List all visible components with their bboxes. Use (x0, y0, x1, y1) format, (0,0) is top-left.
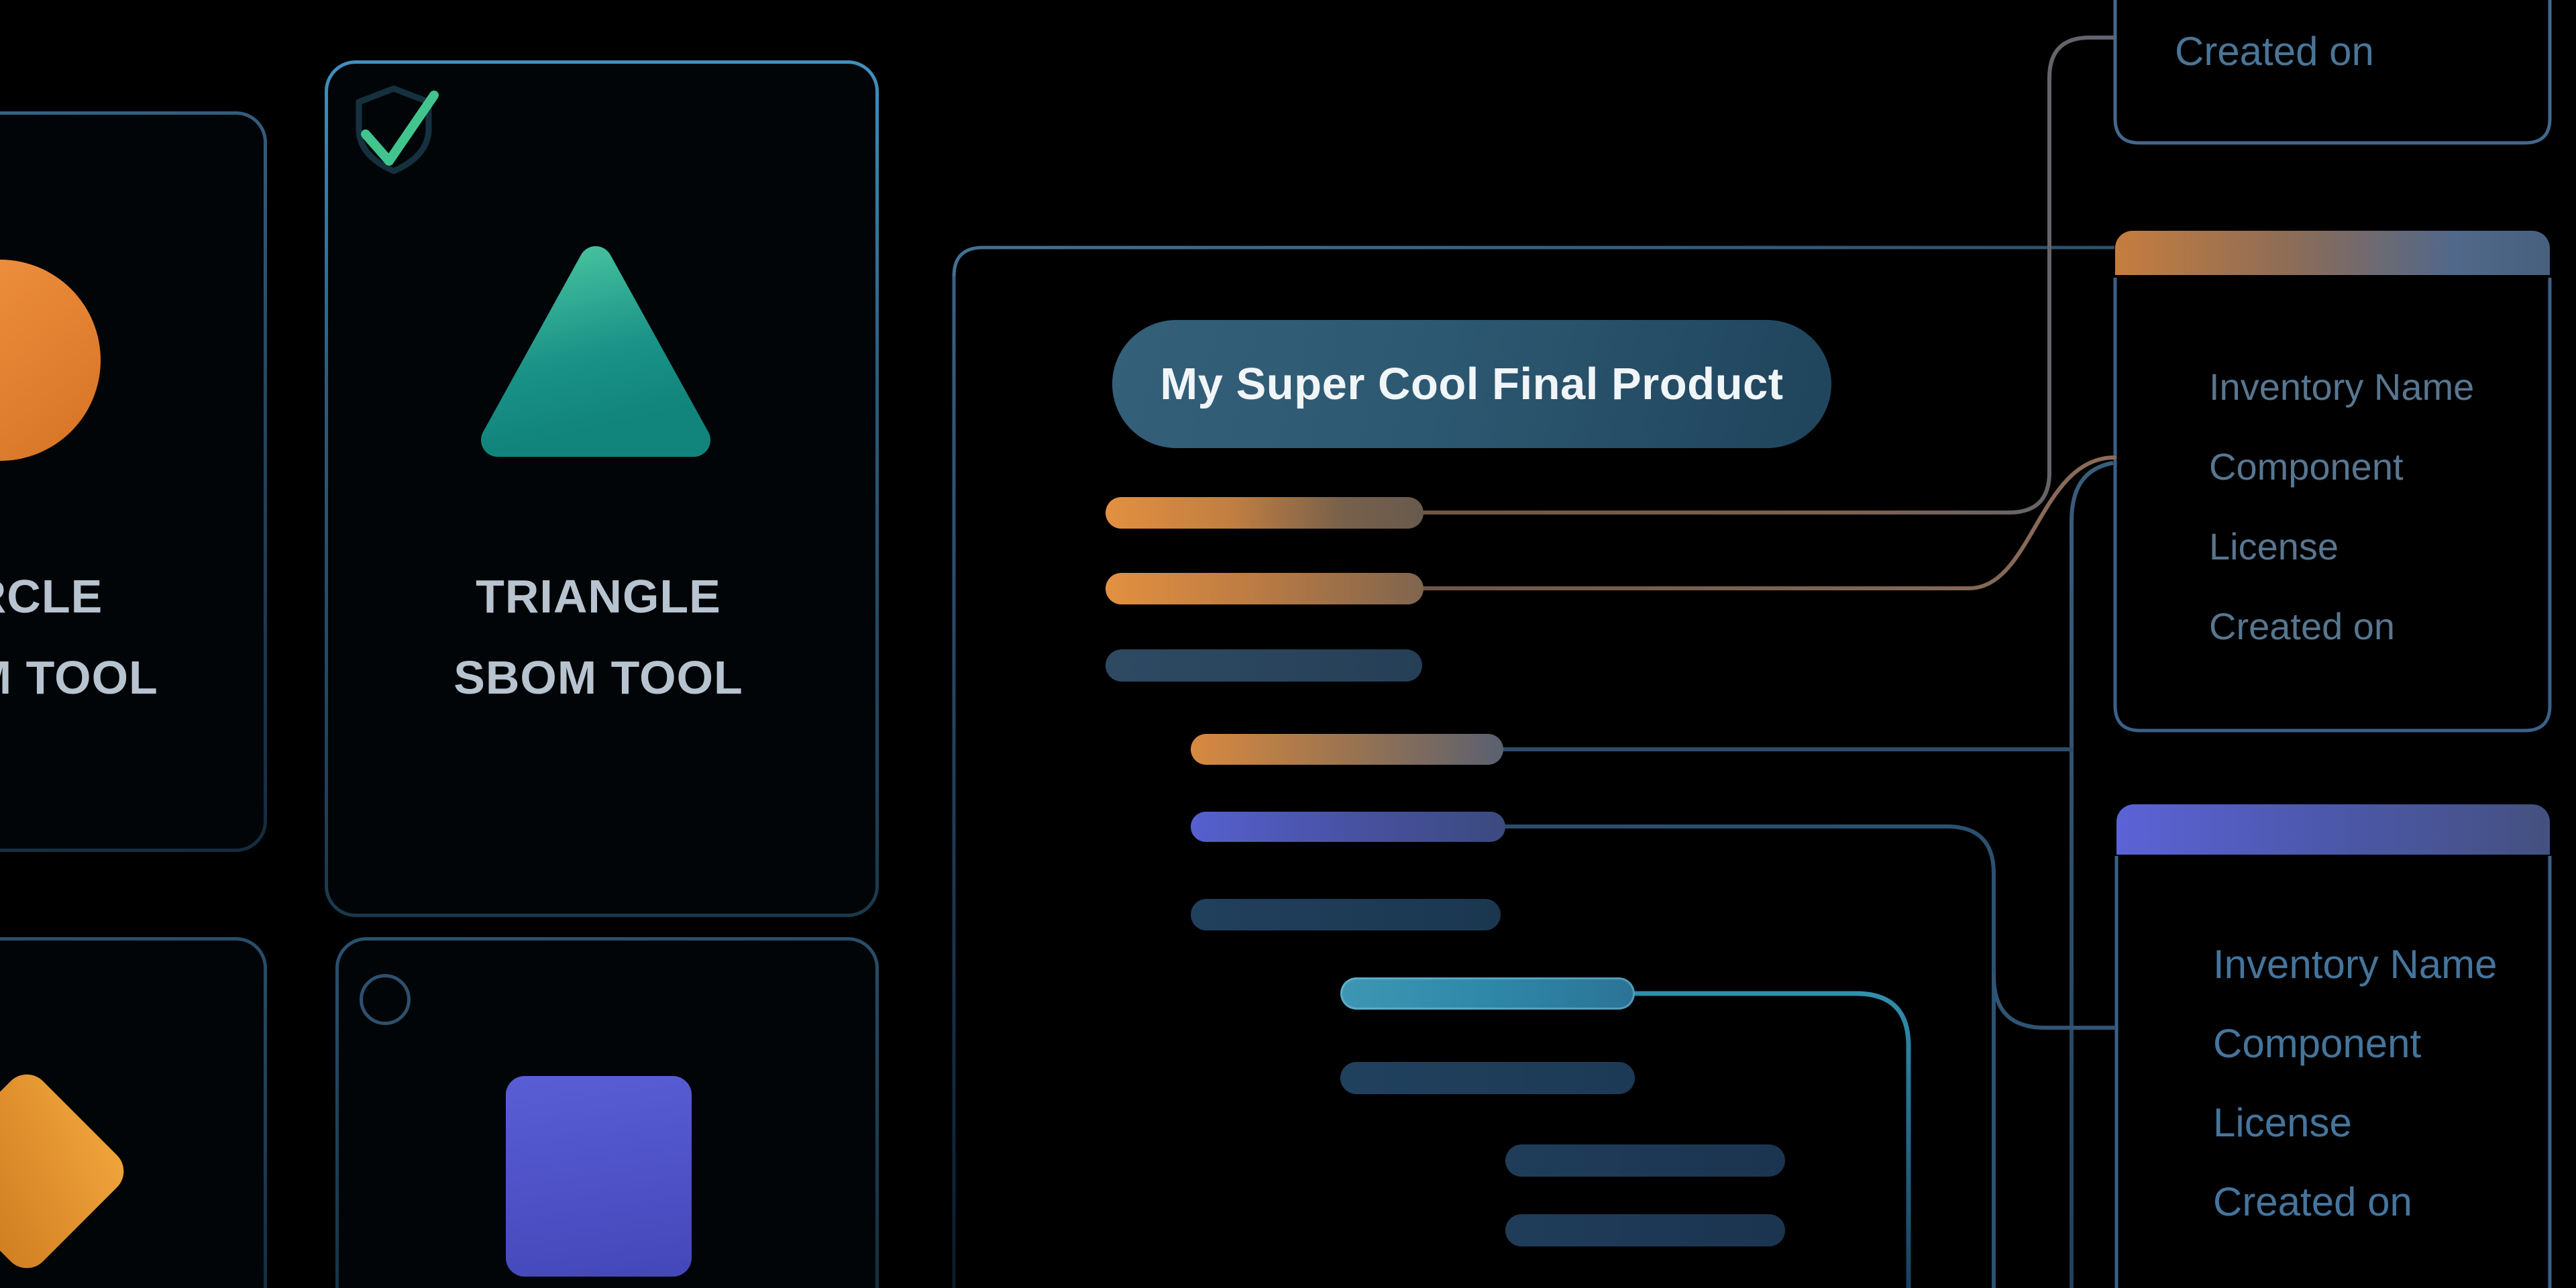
dependency-bar-9 (1505, 1144, 1785, 1177)
tool-card-triangle[interactable] (325, 60, 879, 917)
inventory-field-label: Inventory Name (2213, 942, 2498, 987)
inventory-field-label: License (2209, 525, 2339, 568)
dependency-bar-7 (1340, 977, 1635, 1010)
tool-card-triangle-body (328, 64, 875, 914)
dependency-bar-10 (1505, 1214, 1785, 1246)
inventory-field-label: Component (2213, 1021, 2422, 1066)
tool-card-circle-title: CIRCLE (0, 570, 103, 623)
tool-card-circle[interactable] (0, 111, 267, 852)
inventory-field-label: Component (2209, 445, 2404, 488)
inventory-card-middle-border (2113, 278, 2552, 733)
dependency-bar-2 (1106, 573, 1424, 604)
inventory-card-middle-header (2115, 231, 2550, 275)
wire-bar1-to-top-card (1419, 36, 2116, 515)
inventory-card-middle-fields: Inventory Name Component License Created on (2209, 347, 2474, 666)
inventory-field-label: Inventory Name (2209, 366, 2475, 408)
dependency-bar-6 (1191, 899, 1501, 930)
inventory-field-label: License (2213, 1100, 2352, 1145)
inventory-field-label: Created on (2213, 1179, 2412, 1224)
triangle-shape-icon (481, 246, 710, 457)
wire-bar7-rail (1630, 991, 1911, 1288)
square-shape-icon (506, 1076, 692, 1277)
inventory-card-bottom-header (2116, 804, 2550, 855)
product-pill-label: My Super Cool Final Product (1160, 359, 1784, 409)
dependency-bar-4 (1191, 734, 1503, 765)
wire-bar2-to-middle-card (1419, 455, 2116, 590)
dependency-bar-1 (1106, 497, 1424, 529)
wire-trunk-rail (2070, 461, 2114, 1288)
dependency-bar-8 (1340, 1062, 1635, 1094)
inventory-field-label: Created on (2175, 29, 2374, 74)
dependency-bar-5 (1191, 812, 1505, 842)
tool-card-circle-subtitle: SBOM TOOL (0, 651, 158, 704)
inventory-card-bottom-border (2114, 856, 2552, 1288)
tool-card-triangle-title: TRIANGLE (476, 570, 721, 623)
tool-card-triangle-subtitle: SBOM TOOL (453, 651, 743, 704)
inventory-field-label: Created on (2209, 605, 2396, 647)
panel-border-top (952, 246, 2114, 277)
tool-card-circle-body (0, 115, 264, 849)
inventory-card-top-border (2113, 0, 2552, 145)
dependency-bar-3 (1106, 649, 1422, 682)
selected-check-icon (356, 85, 439, 174)
product-pill[interactable]: My Super Cool Final Product (1112, 320, 1831, 448)
radio-unselected-icon[interactable] (360, 974, 411, 1025)
inventory-card-bottom-fields: Inventory Name Component License Created on (2213, 925, 2498, 1242)
wire-bar5-rail (1501, 824, 1996, 1288)
wire-bar5-to-bottom-card (1992, 974, 2116, 1030)
